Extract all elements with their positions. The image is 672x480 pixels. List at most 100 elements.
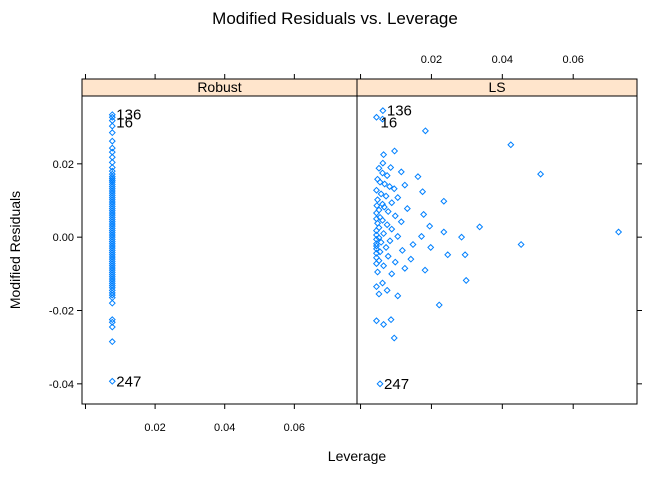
data-point bbox=[108, 209, 116, 217]
data-point bbox=[374, 196, 382, 204]
panel-frame bbox=[81, 95, 358, 405]
data-point bbox=[108, 189, 116, 197]
y-tick-label: 0.00 bbox=[53, 232, 74, 244]
data-point bbox=[108, 224, 116, 232]
y-tick-label: -0.04 bbox=[49, 379, 74, 391]
data-point bbox=[379, 279, 387, 287]
data-point bbox=[108, 377, 116, 385]
data-point bbox=[108, 273, 116, 281]
data-point bbox=[409, 240, 417, 249]
point-label: 247 bbox=[384, 376, 409, 393]
strip-label: LS bbox=[488, 79, 505, 95]
data-point bbox=[108, 262, 116, 270]
data-point bbox=[108, 122, 116, 130]
data-point bbox=[372, 186, 381, 194]
data-point bbox=[108, 266, 116, 274]
data-point bbox=[108, 275, 116, 283]
x-tick-label: 0.02 bbox=[421, 54, 442, 66]
data-point bbox=[108, 185, 116, 193]
data-point bbox=[376, 248, 384, 256]
x-tick-label: 0.02 bbox=[144, 422, 165, 434]
data-point bbox=[375, 164, 383, 172]
data-point bbox=[372, 283, 381, 291]
data-point bbox=[108, 260, 116, 268]
data-point bbox=[379, 169, 387, 177]
data-point bbox=[372, 249, 381, 257]
x-tick-label: 0.06 bbox=[562, 54, 583, 66]
data-point bbox=[386, 237, 394, 245]
data-point bbox=[108, 244, 116, 252]
point-label: 247 bbox=[116, 373, 141, 390]
data-point bbox=[382, 192, 390, 200]
data-point bbox=[380, 151, 388, 159]
data-point bbox=[377, 190, 385, 198]
data-point bbox=[108, 180, 116, 188]
data-point bbox=[388, 270, 396, 278]
data-point bbox=[108, 299, 116, 307]
data-point bbox=[440, 197, 448, 205]
data-point bbox=[391, 147, 399, 155]
data-point bbox=[375, 290, 383, 298]
data-point bbox=[397, 218, 405, 226]
data-point bbox=[374, 268, 382, 276]
data-point bbox=[108, 113, 116, 121]
data-point bbox=[384, 207, 392, 216]
data-point bbox=[421, 127, 429, 135]
x-tick-label: 0.06 bbox=[284, 422, 305, 434]
data-point bbox=[421, 266, 429, 274]
point-label: 16 bbox=[116, 114, 133, 131]
data-point bbox=[108, 213, 116, 221]
data-point bbox=[398, 246, 406, 254]
data-point bbox=[108, 318, 116, 326]
data-point bbox=[394, 232, 402, 240]
data-point bbox=[108, 316, 116, 324]
data-point bbox=[387, 316, 395, 324]
data-point bbox=[108, 233, 116, 241]
data-point bbox=[388, 199, 396, 207]
data-point bbox=[379, 216, 387, 224]
data-point bbox=[379, 115, 387, 123]
data-point bbox=[108, 207, 116, 215]
data-point bbox=[380, 320, 388, 328]
y-axis-title: Modified Residuals bbox=[7, 191, 23, 309]
panel-robust: Robust 0.02 0.04 0.06 -0.04 -0.02 0.00 0.02 1361… bbox=[49, 74, 358, 434]
data-point bbox=[108, 249, 116, 257]
x-axis-title: Leverage bbox=[328, 448, 387, 464]
data-point bbox=[397, 168, 405, 176]
x-tick-label: 0.04 bbox=[214, 422, 235, 434]
data-point bbox=[390, 185, 398, 193]
y-tick-label: 0.02 bbox=[53, 159, 74, 171]
data-point bbox=[401, 264, 409, 272]
data-point bbox=[108, 218, 116, 226]
data-point bbox=[372, 113, 381, 121]
data-point bbox=[394, 292, 402, 300]
data-point bbox=[108, 137, 116, 145]
data-point bbox=[379, 159, 387, 167]
data-point bbox=[108, 220, 116, 228]
data-point bbox=[108, 129, 116, 137]
data-point bbox=[372, 235, 381, 243]
data-point bbox=[108, 264, 116, 272]
data-point bbox=[384, 252, 392, 260]
data-point bbox=[377, 238, 385, 246]
data-point bbox=[401, 181, 409, 189]
panel-frame bbox=[356, 95, 638, 405]
data-point bbox=[537, 170, 545, 178]
data-point bbox=[381, 180, 389, 188]
data-point bbox=[383, 286, 391, 294]
data-point bbox=[372, 227, 381, 235]
data-point bbox=[108, 200, 116, 208]
data-point bbox=[382, 243, 390, 251]
data-point bbox=[391, 212, 399, 220]
data-point bbox=[458, 233, 466, 241]
data-point bbox=[394, 194, 402, 202]
data-point bbox=[420, 210, 428, 218]
data-point bbox=[417, 232, 426, 240]
data-point bbox=[108, 178, 116, 186]
data-point bbox=[372, 242, 381, 250]
data-point bbox=[108, 229, 116, 237]
data-point bbox=[108, 216, 116, 224]
x-tick-label: 0.04 bbox=[492, 54, 513, 66]
data-point bbox=[391, 258, 399, 266]
